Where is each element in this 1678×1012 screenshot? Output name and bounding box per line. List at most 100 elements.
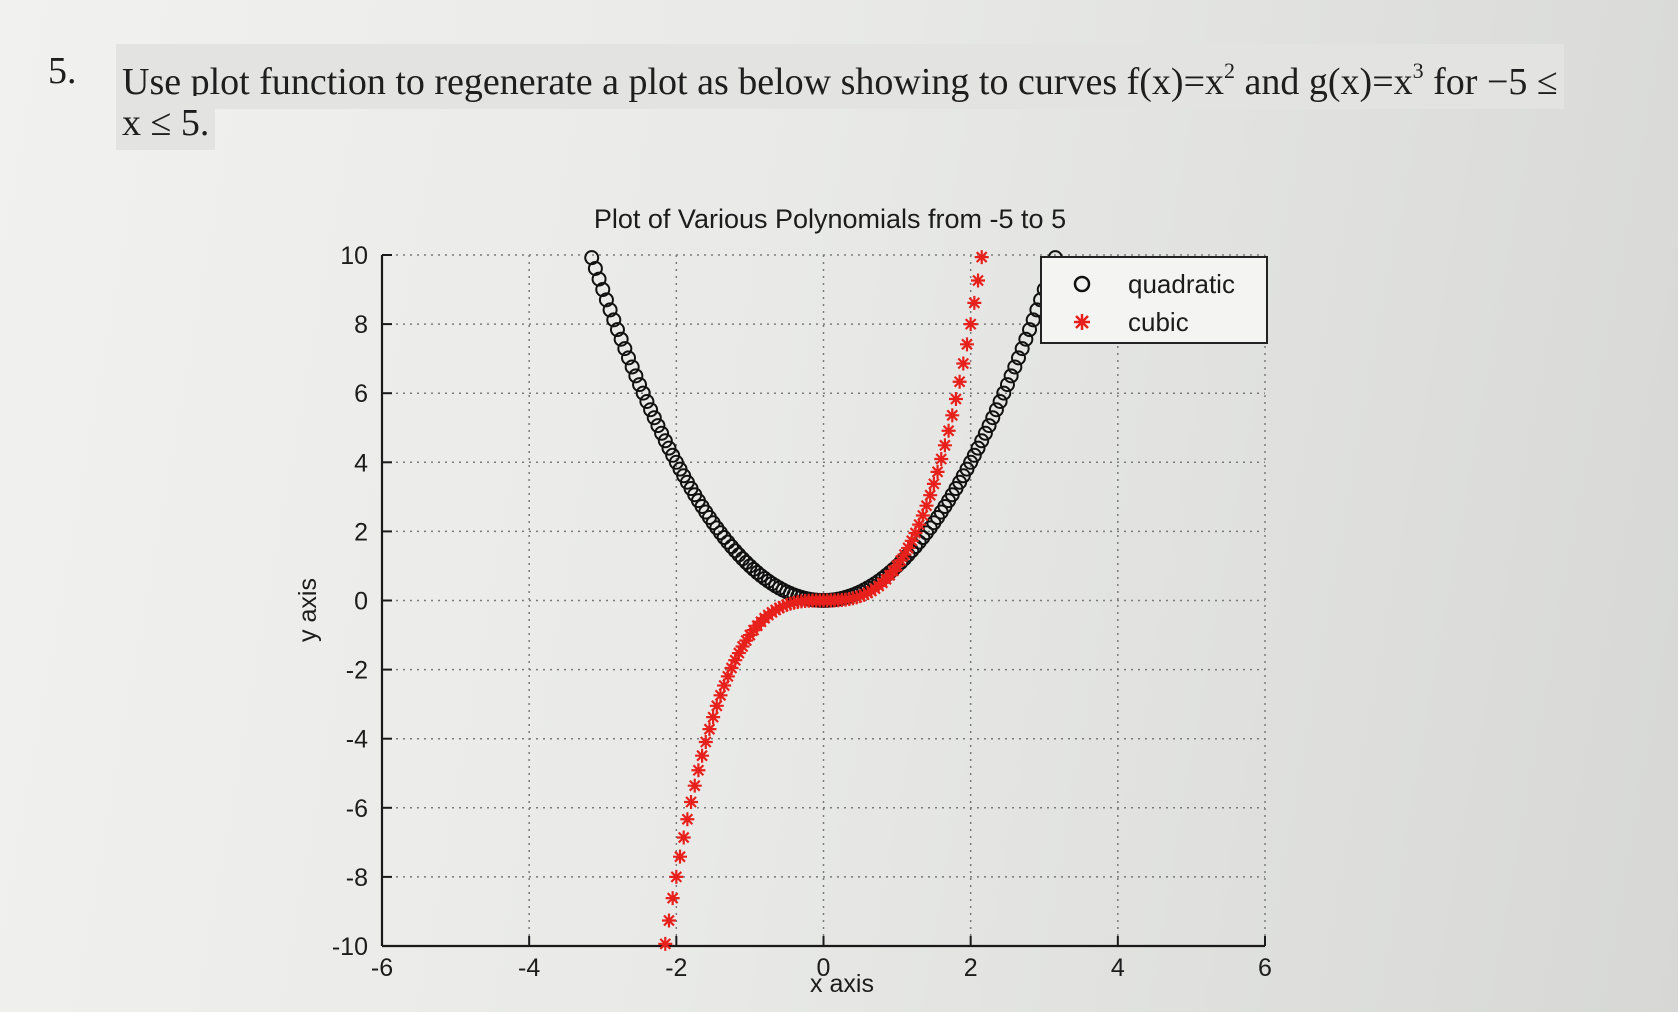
quadratic-point xyxy=(977,425,993,441)
cubic-point xyxy=(706,710,721,725)
cubic-point xyxy=(904,533,919,548)
cubic-point xyxy=(776,599,791,614)
cubic-point xyxy=(772,600,787,615)
legend: quadratic cubic xyxy=(1040,256,1268,344)
cubic-point xyxy=(735,639,750,654)
quadratic-point xyxy=(613,331,629,347)
quadratic-point xyxy=(617,341,633,357)
quadratic-point xyxy=(661,440,677,456)
quadratic-point xyxy=(716,530,732,546)
cubic-point xyxy=(956,356,971,371)
cubic-point xyxy=(731,646,746,661)
cubic-point xyxy=(893,553,908,568)
quadratic-point xyxy=(966,447,982,463)
quadratic-point xyxy=(974,433,990,449)
y-tick-label: 2 xyxy=(354,518,368,546)
cubic-point xyxy=(779,597,794,612)
x-tick-label: -2 xyxy=(665,954,687,982)
cubic-point xyxy=(915,508,930,523)
quadratic-point xyxy=(1014,341,1030,357)
question-text-part-a: Use plot function to regenerate a plot a… xyxy=(122,61,1225,103)
cubic-point xyxy=(860,586,875,601)
cubic-point xyxy=(665,891,680,906)
quadratic-point xyxy=(628,368,644,384)
cubic-point xyxy=(930,464,945,479)
quadratic-point xyxy=(981,418,997,434)
cubic-point xyxy=(897,547,912,562)
quadratic-point xyxy=(1007,359,1023,375)
cubic-point xyxy=(937,438,952,453)
quadratic-point xyxy=(646,410,662,426)
cubic-point xyxy=(853,589,868,604)
quadratic-point xyxy=(731,547,747,563)
question-text-part-c: for −5 ≤ xyxy=(1423,61,1558,103)
y-tick-label: -2 xyxy=(346,657,368,685)
cubic-point xyxy=(676,830,691,845)
quadratic-point xyxy=(602,302,618,318)
cubic-point xyxy=(661,913,676,928)
quadratic-point xyxy=(635,385,651,401)
y-tick-label: 6 xyxy=(354,380,368,408)
cubic-point xyxy=(713,688,728,703)
quadratic-point xyxy=(621,350,637,366)
quadratic-point xyxy=(665,447,681,463)
quadratic-point xyxy=(1003,368,1019,384)
quadratic-point xyxy=(650,418,666,434)
square-exponent: 2 xyxy=(1224,58,1236,83)
quadratic-point xyxy=(1022,322,1038,338)
quadratic-point xyxy=(639,393,655,409)
quadratic-point xyxy=(1010,350,1026,366)
cubic-point xyxy=(901,540,916,555)
cubic-point xyxy=(945,408,960,423)
cubic-point xyxy=(856,587,871,602)
cubic-point xyxy=(698,735,713,750)
quadratic-point xyxy=(654,425,670,441)
quadratic-point xyxy=(760,573,776,589)
quadratic-point xyxy=(735,551,751,567)
cubic-point xyxy=(728,653,743,668)
quadratic-point xyxy=(657,433,673,449)
quadratic-point xyxy=(985,410,1001,426)
cubic-point xyxy=(720,669,735,684)
cubic-point xyxy=(912,517,927,532)
quadratic-point xyxy=(992,393,1008,409)
quadratic-point xyxy=(1018,331,1034,347)
cubic-point xyxy=(702,722,717,737)
cubic-point xyxy=(684,794,699,809)
quadratic-point xyxy=(724,539,740,555)
cubic-point xyxy=(967,295,982,310)
quadratic-point xyxy=(595,282,611,298)
cubic-point xyxy=(739,633,754,648)
cubic-point xyxy=(923,488,938,503)
quadratic-point xyxy=(988,402,1004,418)
cubic-point xyxy=(941,423,956,438)
cubic-point xyxy=(934,451,949,466)
quadratic-point xyxy=(591,271,607,287)
quadratic-point xyxy=(970,440,986,456)
chart-title: Plot of Various Polynomials from -5 to 5 xyxy=(594,204,1066,234)
cubic-point xyxy=(963,317,978,332)
cubic-point xyxy=(669,869,684,884)
cube-exponent: 3 xyxy=(1412,58,1424,83)
question-number: 5. xyxy=(48,50,77,92)
quadratic-point xyxy=(720,534,736,550)
legend-quadratic-label: quadratic xyxy=(1128,269,1235,299)
x-tick-label: 2 xyxy=(964,954,978,982)
x-axis-label: x axis xyxy=(810,970,874,998)
x-tick-label: 4 xyxy=(1111,954,1125,982)
question-line-1: Use plot function to regenerate a plot a… xyxy=(116,44,1564,109)
legend-quadratic-marker xyxy=(1073,275,1091,293)
cubic-point xyxy=(695,748,710,763)
cubic-point xyxy=(974,250,989,265)
y-tick-label: -4 xyxy=(346,726,368,754)
y-tick-label: -8 xyxy=(346,864,368,892)
legend-cubic-marker xyxy=(1074,314,1090,330)
cubic-point xyxy=(709,698,724,713)
cubic-point xyxy=(691,763,706,778)
cubic-point xyxy=(948,392,963,407)
x-tick-label: 6 xyxy=(1258,954,1272,982)
cubic-point xyxy=(959,337,974,352)
cubic-point xyxy=(687,778,702,793)
